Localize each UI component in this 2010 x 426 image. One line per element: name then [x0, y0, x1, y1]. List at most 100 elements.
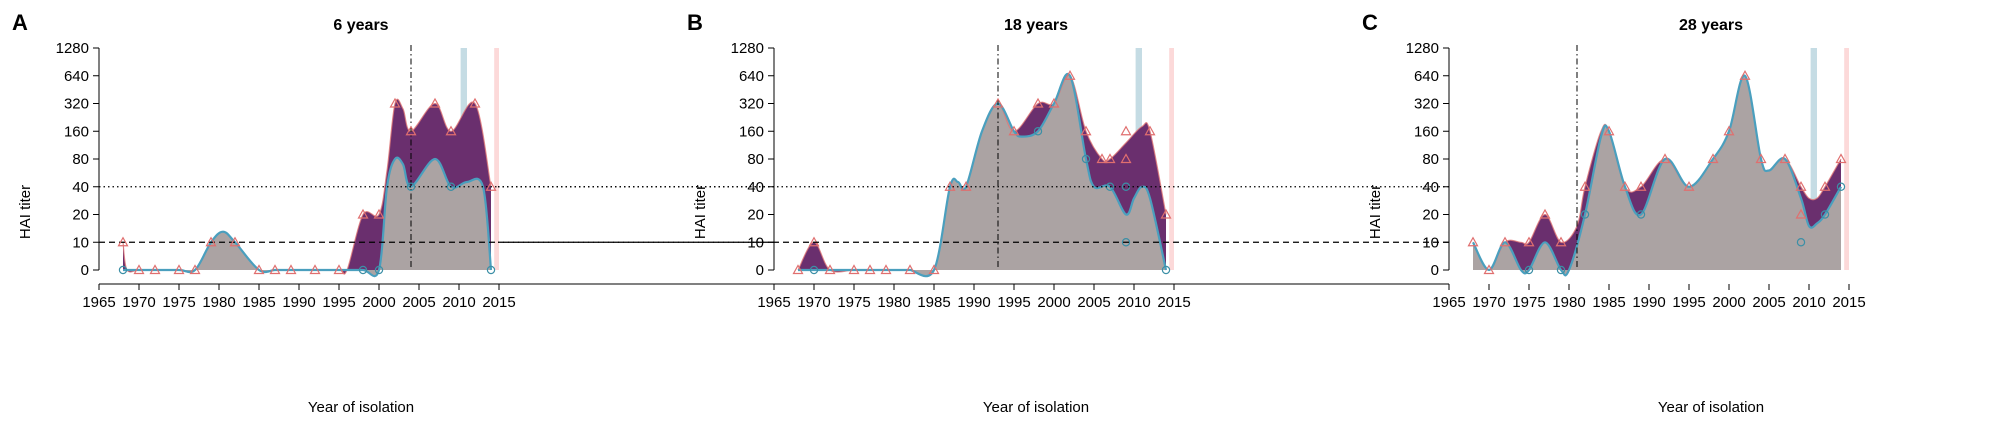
- triangle-marker: [357, 208, 369, 219]
- circle-marker: [118, 265, 128, 275]
- x-tick-label: 1975: [1512, 294, 1545, 311]
- x-tick-label: 1980: [877, 294, 910, 311]
- panel-letter-c: C: [1362, 10, 1378, 35]
- y-axis-label-c: HAI titer: [1367, 185, 1384, 239]
- upper-line: [1472, 75, 1842, 271]
- triangle-marker: [1539, 208, 1551, 219]
- triangle-marker: [1659, 153, 1671, 164]
- circle-marker: [1524, 265, 1534, 275]
- triangle-marker: [1795, 208, 1807, 219]
- y-tick-label: 40: [1422, 179, 1439, 196]
- y-tick-label: 640: [1414, 68, 1439, 85]
- y-tick-label: 160: [739, 123, 764, 140]
- triangle-marker: [1707, 153, 1719, 164]
- x-tick-label: 1965: [1432, 294, 1465, 311]
- triangle-marker: [1160, 208, 1172, 219]
- triangle-marker: [864, 264, 876, 275]
- circle-marker: [374, 265, 384, 275]
- x-tick-label: 1995: [997, 294, 1030, 311]
- triangle-marker: [1779, 153, 1791, 164]
- panel-title-c: 28 years: [1679, 17, 1743, 34]
- triangle-marker: [960, 181, 972, 191]
- y-tick-label: 80: [1422, 151, 1439, 168]
- triangle-marker: [1795, 181, 1807, 191]
- triangle-marker: [1104, 153, 1116, 164]
- circle-marker: [809, 265, 819, 275]
- triangle-marker: [373, 208, 385, 219]
- triangle-marker: [1064, 70, 1076, 80]
- triangle-marker: [1835, 153, 1847, 164]
- triangle-marker: [1032, 97, 1044, 108]
- triangle-marker: [285, 264, 297, 275]
- x-tick-label: 2015: [1832, 294, 1865, 311]
- area-lower: [123, 157, 491, 277]
- y-tick-label: 0: [756, 262, 764, 279]
- x-tick-label: 1980: [202, 294, 235, 311]
- triangle-marker: [173, 264, 185, 275]
- circle-marker: [1820, 210, 1830, 219]
- triangle-marker: [253, 264, 265, 275]
- y-tick-label: 20: [1422, 207, 1439, 224]
- triangle-marker: [429, 97, 441, 108]
- x-tick-label: 2010: [1792, 294, 1825, 311]
- circle-marker: [1796, 238, 1806, 247]
- panel-a: A 6 years Year of isolation HAI titer 0 1…: [12, 10, 516, 416]
- triangle-marker: [1683, 181, 1695, 191]
- x-axis-label-a: Year of isolation: [308, 399, 414, 416]
- triangle-marker: [389, 97, 401, 108]
- y-tick-label: 0: [81, 262, 89, 279]
- triangle-marker: [1499, 236, 1511, 247]
- circle-marker: [1033, 127, 1043, 136]
- y-tick-label: 20: [747, 207, 764, 224]
- band-pink: [1844, 48, 1849, 270]
- lower-line: [123, 156, 493, 278]
- triangle-marker: [928, 264, 940, 275]
- x-tick-label: 2005: [1752, 294, 1785, 311]
- triangle-marker: [189, 264, 201, 275]
- circle-marker: [358, 265, 368, 275]
- y-tick-label: 320: [1414, 96, 1439, 113]
- triangle-marker: [1096, 153, 1108, 164]
- circle-marker: [1121, 238, 1131, 247]
- triangle-marker: [1048, 97, 1060, 108]
- x-tick-label: 1980: [1552, 294, 1585, 311]
- triangle-marker: [1619, 181, 1631, 191]
- triangle-marker: [1483, 264, 1495, 275]
- triangle-marker: [848, 264, 860, 275]
- x-tick-label: 2005: [402, 294, 435, 311]
- x-tick-label: 1970: [1472, 294, 1505, 311]
- triangle-marker: [1739, 70, 1751, 80]
- y-tick-label: 80: [747, 151, 764, 168]
- y-tick-label: 80: [72, 151, 89, 168]
- panel-title-b: 18 years: [1004, 17, 1068, 34]
- x-tick-label: 2010: [1117, 294, 1150, 311]
- triangle-marker: [792, 264, 804, 275]
- band-pink: [494, 48, 499, 270]
- y-axis-label-a: HAI titer: [17, 185, 34, 239]
- x-tick-label: 1985: [917, 294, 950, 311]
- triangle-marker: [1080, 125, 1092, 136]
- triangle-marker: [309, 264, 321, 275]
- x-axis-label-c: Year of isolation: [1658, 399, 1764, 416]
- circle-marker: [1556, 265, 1566, 275]
- circle-marker: [446, 182, 456, 191]
- x-tick-label: 2015: [482, 294, 515, 311]
- x-tick-label: 1975: [162, 294, 195, 311]
- triangle-marker: [445, 125, 457, 136]
- circle-marker: [1121, 182, 1131, 191]
- x-axis-label-b: Year of isolation: [983, 399, 1089, 416]
- circle-marker: [1580, 210, 1590, 219]
- circle-marker: [486, 265, 496, 275]
- triangle-marker: [824, 264, 836, 275]
- triangle-marker: [149, 264, 161, 275]
- triangle-marker: [1120, 125, 1132, 136]
- x-tick-label: 2005: [1077, 294, 1110, 311]
- triangle-marker: [333, 264, 345, 275]
- x-tick-label: 1995: [1672, 294, 1705, 311]
- y-tick-label: 160: [1414, 123, 1439, 140]
- circle-marker: [406, 182, 416, 191]
- triangle-marker: [133, 264, 145, 275]
- triangle-marker: [117, 236, 129, 247]
- x-tick-label: 2010: [442, 294, 475, 311]
